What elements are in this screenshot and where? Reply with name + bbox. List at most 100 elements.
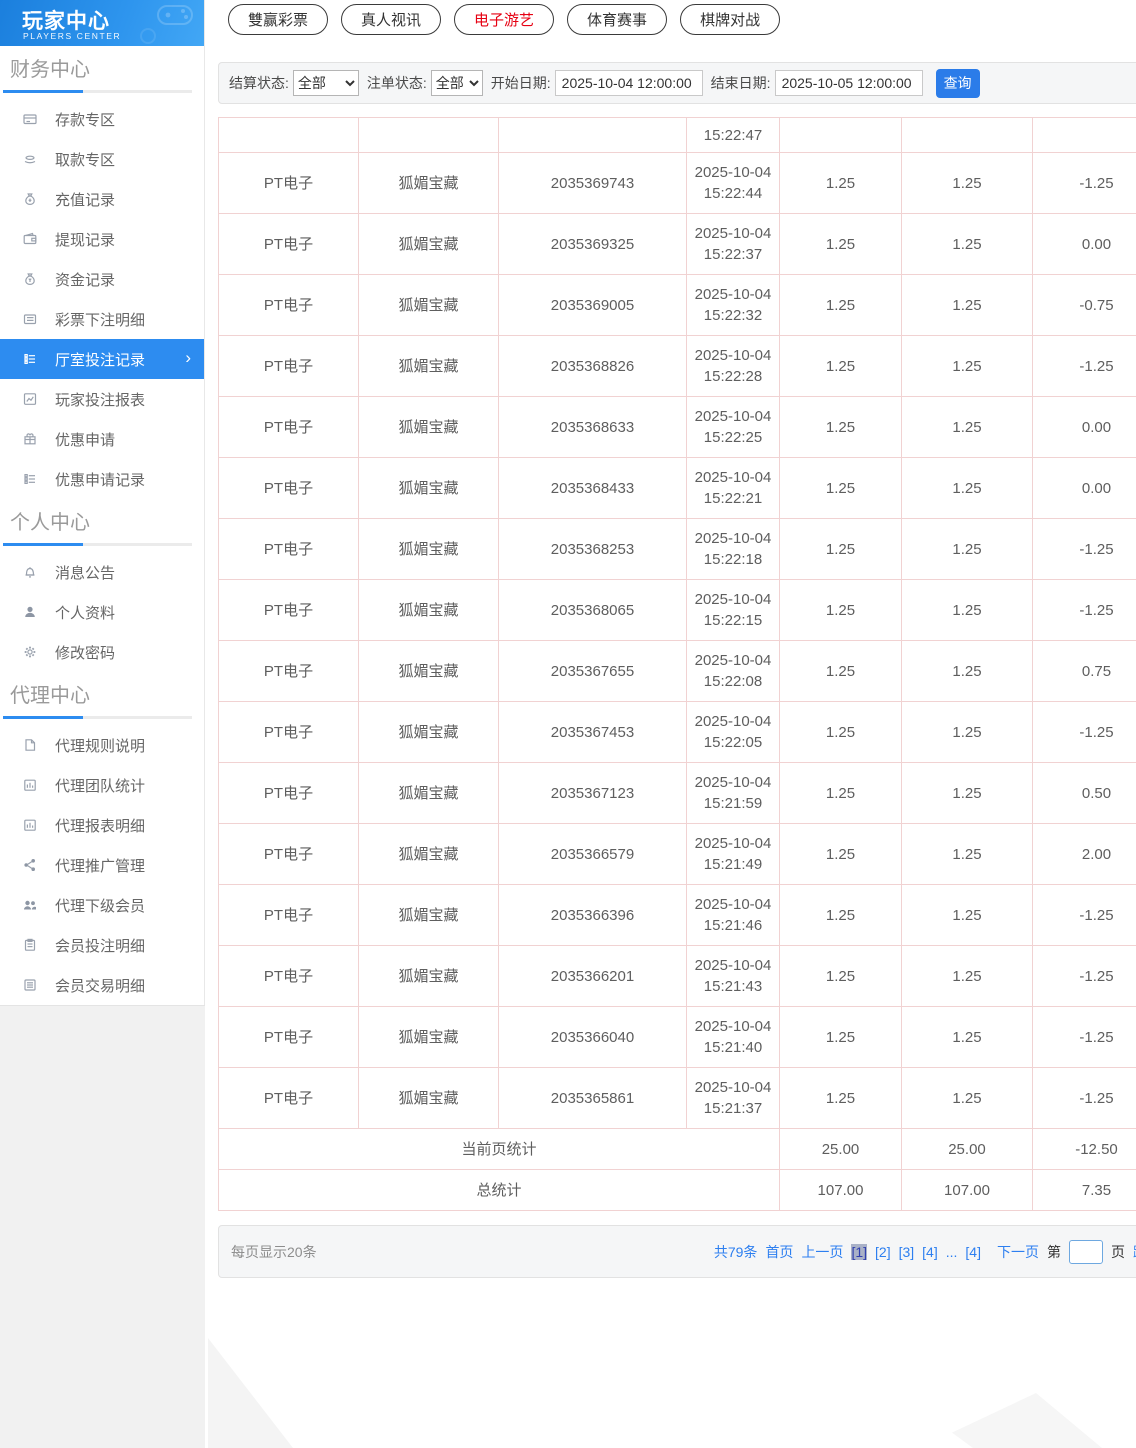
list-squares-icon xyxy=(22,351,38,367)
cell-valid-amount: 1.25 xyxy=(901,1006,1033,1068)
stats-card-icon xyxy=(22,777,38,793)
sidebar-item[interactable]: 代理规则说明 xyxy=(0,725,204,765)
cell-datetime: 2025-10-04 15:22:25 xyxy=(686,396,780,458)
sidebar-item-label: 优惠申请 xyxy=(55,431,116,449)
end-date-input[interactable] xyxy=(774,70,923,96)
table-row: PT电子 狐媚宝藏 2035368253 2025-10-04 15:22:18 1.2… xyxy=(218,518,1136,580)
sidebar-item[interactable]: 优惠申请记录 xyxy=(0,459,204,499)
sidebar-item[interactable]: 取款专区 xyxy=(0,139,204,179)
order-status-select[interactable]: 全部 xyxy=(430,70,483,96)
tab-棋牌对战[interactable]: 棋牌对战 xyxy=(680,4,781,35)
cell-bet-amount: 1.25 xyxy=(779,579,902,641)
prev-page-link[interactable]: 上一页 xyxy=(801,1243,844,1260)
cell-game: 狐媚宝藏 xyxy=(358,213,499,275)
page-link[interactable]: ... xyxy=(945,1243,958,1260)
page-link[interactable]: [1] xyxy=(851,1243,868,1260)
sidebar-item[interactable]: 修改密码 xyxy=(0,632,204,672)
sidebar-item[interactable]: 代理下级会员 xyxy=(0,885,204,925)
cell-game: 狐媚宝藏 xyxy=(358,1067,499,1129)
cell-order-number: 2035368826 xyxy=(498,335,687,397)
query-button[interactable]: 查询 xyxy=(935,68,980,98)
page-link[interactable]: [4] xyxy=(965,1243,981,1260)
cell-order-number: 2035368065 xyxy=(498,579,687,641)
sidebar-item-label: 会员投注明细 xyxy=(55,937,146,955)
cell-winloss: -1.25 xyxy=(1032,945,1136,1007)
total-count: 共79条 xyxy=(713,1243,758,1260)
jump-suffix-label: 页 xyxy=(1111,1243,1125,1260)
sidebar-item[interactable]: 资金记录 xyxy=(0,259,204,299)
table-row: PT电子 狐媚宝藏 2035369743 2025-10-04 15:22:44 1.2… xyxy=(218,152,1136,214)
cell-valid-amount: 1.25 xyxy=(901,884,1033,946)
money-bag-icon xyxy=(22,191,38,207)
cell-game: 狐媚宝藏 xyxy=(358,274,499,336)
cell-provider: PT电子 xyxy=(218,152,359,214)
sidebar-item[interactable]: 代理团队统计 xyxy=(0,765,204,805)
cell-game: 狐媚宝藏 xyxy=(358,518,499,580)
page-link[interactable]: [2] xyxy=(875,1243,891,1260)
chart-line-icon xyxy=(22,391,38,407)
sidebar-item[interactable]: 提现记录 xyxy=(0,219,204,259)
cell-order-number: 2035366579 xyxy=(498,823,687,885)
start-date-input[interactable] xyxy=(554,70,703,96)
sidebar-item[interactable]: 玩家投注报表 xyxy=(0,379,204,419)
sidebar-item[interactable]: 厅室投注记录 › xyxy=(0,339,204,379)
sidebar-item-label: 代理规则说明 xyxy=(55,737,146,755)
cell-winloss: 0.00 xyxy=(1032,457,1136,519)
next-page-link[interactable]: 下一页 xyxy=(997,1243,1039,1260)
page-summary-bet: 25.00 xyxy=(779,1128,902,1170)
per-page-label: 每页显示20条 xyxy=(231,1243,317,1260)
table-row: PT电子 狐媚宝藏 2035368633 2025-10-04 15:22:25 1.2… xyxy=(218,396,1136,458)
sidebar-item[interactable]: 代理报表明细 xyxy=(0,805,204,845)
page-summary-row: 当前页统计 25.00 25.00 -12.50 xyxy=(218,1128,1136,1170)
deposit-card-icon xyxy=(22,111,38,127)
tab-电子游艺[interactable]: 电子游艺 xyxy=(454,4,555,35)
cell-valid-amount: 1.25 xyxy=(901,701,1033,763)
cell-provider: PT电子 xyxy=(218,701,359,763)
cell-game: 狐媚宝藏 xyxy=(358,457,499,519)
sidebar-item-label: 厅室投注记录 xyxy=(55,351,146,369)
start-date-label: 开始日期: xyxy=(490,75,551,91)
cell-provider: PT电子 xyxy=(218,1067,359,1129)
doc-lines-icon xyxy=(22,311,38,327)
sidebar-item[interactable]: 存款专区 xyxy=(0,99,204,139)
section-title: 个人中心 xyxy=(10,512,90,534)
sidebar-item[interactable]: 充值记录 xyxy=(0,179,204,219)
sidebar-item[interactable]: 消息公告 xyxy=(0,552,204,592)
sidebar-item[interactable]: 会员交易明细 xyxy=(0,965,204,1005)
sidebar-item[interactable]: 个人资料 xyxy=(0,592,204,632)
page-link[interactable]: [3] xyxy=(898,1243,915,1260)
first-page-link[interactable]: 首页 xyxy=(765,1243,794,1260)
gamepad-icon xyxy=(130,0,200,46)
jump-page-input[interactable] xyxy=(1069,1239,1103,1264)
tab-体育赛事[interactable]: 体育赛事 xyxy=(567,4,668,35)
cell-bet-amount: 1.25 xyxy=(779,274,902,336)
stats-card-icon xyxy=(22,817,38,833)
page-links: [1] [2] [3] [4]... [4] xyxy=(851,1243,989,1260)
jump-button[interactable]: 跳 xyxy=(1133,1242,1136,1262)
table-row: PT电子 狐媚宝藏 2035368433 2025-10-04 15:22:21 1.2… xyxy=(218,457,1136,519)
sidebar-item-label: 资金记录 xyxy=(55,271,116,289)
section-title: 财务中心 xyxy=(10,59,90,81)
table-row: PT电子 狐媚宝藏 2035368065 2025-10-04 15:22:15 1.2… xyxy=(218,579,1136,641)
tab-真人视讯[interactable]: 真人视讯 xyxy=(341,4,442,35)
cell-winloss: -1.25 xyxy=(1032,518,1136,580)
cell-winloss: 2.00 xyxy=(1032,823,1136,885)
settle-status-select[interactable]: 全部 xyxy=(292,70,359,96)
sidebar-item-label: 充值记录 xyxy=(55,191,116,209)
sidebar-item[interactable]: 彩票下注明细 xyxy=(0,299,204,339)
table-row: PT电子 狐媚宝藏 2035366579 2025-10-04 15:21:49 1.2… xyxy=(218,823,1136,885)
sidebar-item[interactable]: 会员投注明细 xyxy=(0,925,204,965)
cell-game: 狐媚宝藏 xyxy=(358,823,499,885)
cell-datetime: 2025-10-04 15:22:18 xyxy=(686,518,780,580)
sidebar-item[interactable]: 代理推广管理 xyxy=(0,845,204,885)
cell-provider: PT电子 xyxy=(218,274,359,336)
tab-雙赢彩票[interactable]: 雙赢彩票 xyxy=(228,4,329,35)
cell-bet-amount: 1.25 xyxy=(779,823,902,885)
jump-prefix-label: 第 xyxy=(1047,1243,1061,1260)
sidebar-item[interactable]: 优惠申请 xyxy=(0,419,204,459)
cell-bet-amount: 1.25 xyxy=(779,335,902,397)
cell-datetime: 2025-10-04 15:22:28 xyxy=(686,335,780,397)
pager: 共79条 首页 上一页 [1] [2] [3] [4]... [4] 下一页 第 页 跳 xyxy=(713,1239,1136,1264)
page-link[interactable]: [4] xyxy=(922,1243,938,1260)
sidebar-item-label: 提现记录 xyxy=(55,231,116,249)
